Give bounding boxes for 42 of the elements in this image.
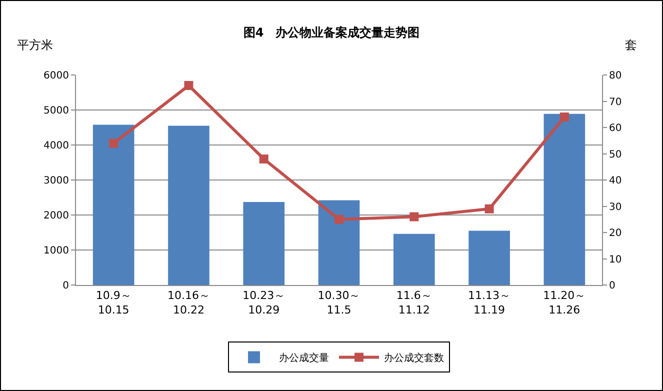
y-axis-title: 平方米 <box>17 38 53 52</box>
y2-tick-label: 0 <box>609 280 616 292</box>
y-tick-label: 5000 <box>44 106 69 116</box>
x-tick-label: 10.23～ 10.29 <box>242 289 286 316</box>
y-tick-label: 0 <box>62 280 69 292</box>
y-tick-label: 2000 <box>44 210 69 222</box>
point <box>410 212 419 222</box>
x-tick-label: 10.16～ 10.22 <box>167 289 210 316</box>
chart-title: 图4 办公物业备案成交量走势图 <box>243 26 420 40</box>
y2-tick-label: 70 <box>609 96 622 108</box>
point <box>184 81 194 90</box>
bar <box>318 200 360 285</box>
y2-axis-title: 套 <box>625 38 637 52</box>
x-tick-label: 10.9～ 10.15 <box>96 289 132 316</box>
bar <box>243 202 285 285</box>
y-tick-label: 1000 <box>44 246 69 256</box>
point <box>334 214 344 224</box>
legend-label: 办公成交套数 <box>384 352 444 364</box>
point <box>560 112 569 122</box>
legend-label: 办公成交量 <box>279 352 329 364</box>
bar <box>544 114 586 285</box>
y2-tick-label: 50 <box>609 149 622 160</box>
y2-tick-label: 60 <box>609 123 622 134</box>
bar <box>393 234 435 285</box>
bar <box>468 230 510 285</box>
point <box>484 204 494 214</box>
x-tick-label: 10.30～ 11.5 <box>318 289 360 316</box>
y-tick-label: 3000 <box>44 176 69 186</box>
bar <box>168 126 210 285</box>
bar <box>92 124 134 285</box>
y2-tick-label: 40 <box>609 176 622 186</box>
y-tick-label: 6000 <box>44 70 69 82</box>
y-tick-label: 4000 <box>44 140 69 152</box>
y2-tick-label: 30 <box>609 202 622 213</box>
y2-tick-label: 10 <box>609 254 622 266</box>
x-tick-label: 11.6～ 11.12 <box>396 289 432 316</box>
point <box>109 138 118 148</box>
y2-tick-label: 20 <box>609 228 622 239</box>
x-tick-label: 11.20～ 11.26 <box>543 289 586 316</box>
y2-tick-label: 80 <box>609 70 622 82</box>
point <box>259 154 268 164</box>
x-tick-label: 11.13～ 11.19 <box>468 289 511 316</box>
